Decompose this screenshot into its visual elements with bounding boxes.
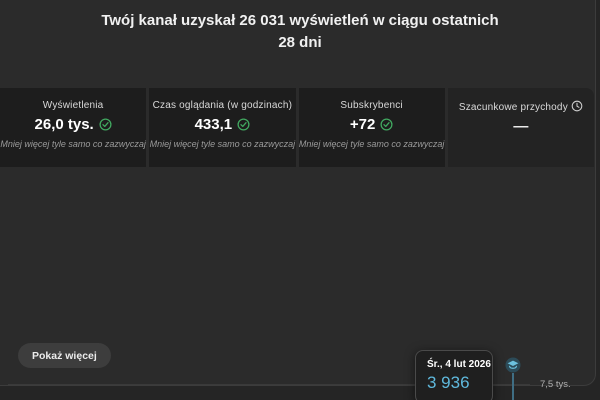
check-circle-icon [237, 118, 250, 131]
metric-subtitle: Mniej więcej tyle samo co zazwyczaj [298, 139, 445, 149]
check-circle-icon [380, 118, 393, 131]
metric-value: 433,1 [149, 116, 295, 133]
metric-label: Szacunkowe przychody [448, 100, 594, 113]
views-chart-area[interactable]: 7,5 tys.5,0 tys.2,5 tys.0 12 sty 202617 … [0, 167, 600, 400]
tooltip-date: Śr., 4 lut 2026 [427, 359, 491, 370]
metric-card-watch-time[interactable]: Czas oglądania (w godzinach) 433,1 Mniej… [149, 88, 296, 167]
clock-icon [571, 100, 583, 112]
metric-value: — [513, 118, 529, 135]
page-title-line1: Twój kanał uzyskał 26 031 wyświetleń w c… [101, 12, 499, 29]
metric-value: +72 [299, 116, 445, 133]
show-more-button[interactable]: Pokaż więcej [18, 343, 111, 368]
metric-card-subscribers[interactable]: Subskrybenci +72 Mniej więcej tyle samo … [298, 88, 445, 167]
metric-label: Czas oglądania (w godzinach) [152, 100, 293, 111]
metric-value: 26,0 tys. [0, 116, 146, 133]
metric-card-views[interactable]: Wyświetlenia 26,0 tys. Mniej więcej tyle… [0, 88, 147, 167]
chart-tooltip: Śr., 4 lut 2026 3 936 [415, 350, 493, 400]
metric-card-estimated-revenue[interactable]: Szacunkowe przychody — [447, 88, 594, 167]
milestone-badge-icon[interactable] [505, 357, 521, 373]
metric-subtitle: Mniej więcej tyle samo co zazwyczaj [149, 139, 296, 149]
check-circle-icon [99, 118, 112, 131]
metric-subtitle: Mniej więcej tyle samo co zazwyczaj [0, 139, 146, 149]
metric-label: Wyświetlenia [42, 100, 104, 111]
tooltip-value: 3 936 [427, 373, 470, 392]
page-title-line2: 28 dni [278, 34, 322, 51]
page-title: Twój kanał uzyskał 26 031 wyświetleń w c… [0, 10, 600, 54]
analytics-widget-background [0, 0, 596, 386]
metric-cards-row: Wyświetlenia 26,0 tys. Mniej więcej tyle… [0, 88, 594, 167]
y-axis-label: 7,5 tys. [540, 378, 571, 390]
metric-label: Subskrybenci [340, 100, 403, 111]
